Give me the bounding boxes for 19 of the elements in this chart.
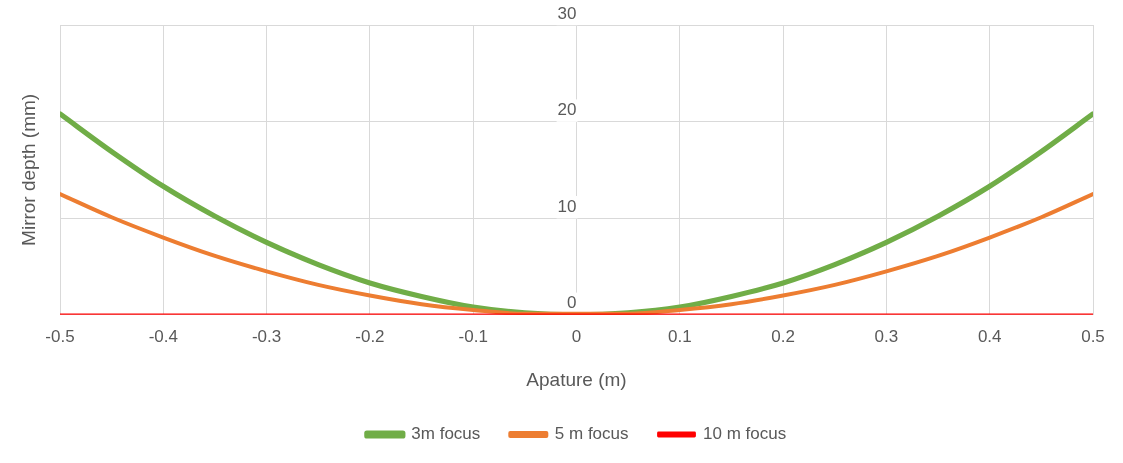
- x-axis-title: Apature (m): [526, 368, 627, 390]
- x-tick-label: 0.5: [1081, 326, 1105, 346]
- x-tick-label: -0.4: [148, 326, 178, 346]
- legend-label: 10 m focus: [703, 424, 787, 444]
- x-tick-label: 0.4: [977, 326, 1002, 346]
- y-tick-label: 10: [557, 196, 577, 216]
- x-tick-label: 0.3: [874, 326, 899, 346]
- y-axis-title: Mirror depth (mm): [18, 93, 40, 246]
- x-tick-label: -0.2: [355, 326, 385, 346]
- y-tick-label: 20: [557, 100, 577, 120]
- y-tick-label: 0: [567, 293, 577, 313]
- x-tick-label: -0.1: [458, 326, 488, 346]
- legend-label: 3m focus: [411, 424, 481, 444]
- x-tick-label: -0.5: [45, 326, 75, 346]
- x-tick-label: 0.2: [771, 326, 795, 346]
- y-tick-label: 30: [557, 3, 577, 23]
- x-tick-label: -0.3: [251, 326, 282, 346]
- legend-label: 5 m focus: [554, 424, 629, 444]
- x-tick-label: 0.1: [667, 326, 692, 346]
